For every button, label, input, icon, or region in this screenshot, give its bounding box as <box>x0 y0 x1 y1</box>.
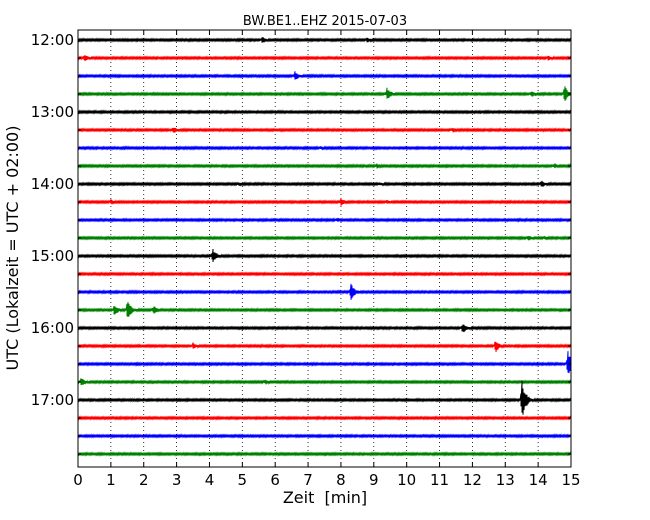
trace-1500 <box>77 249 572 263</box>
x-tick-label-9: 9 <box>369 471 379 489</box>
x-axis: 0 1 2 3 4 5 6 7 8 9 10 11 12 13 14 15 <box>73 30 581 489</box>
x-tick-label-13: 13 <box>496 471 515 489</box>
x-tick-label-0: 0 <box>73 471 83 489</box>
trace-1300 <box>77 109 572 115</box>
x-tick-label-1: 1 <box>106 471 116 489</box>
trace-1715 <box>77 415 572 421</box>
chart-title: BW.BE1..EHZ 2015-07-03 <box>243 14 407 29</box>
x-tick-label-14: 14 <box>529 471 548 489</box>
x-tick-label-7: 7 <box>303 471 313 489</box>
trace-1730 <box>77 433 572 439</box>
x-tick-label-12: 12 <box>463 471 482 489</box>
trace-1530 <box>77 283 572 300</box>
y-tick-label-0: 12:00 <box>31 31 74 49</box>
y-tick-label-4: 16:00 <box>31 319 74 337</box>
trace-1315 <box>77 127 572 133</box>
x-tick-label-3: 3 <box>172 471 182 489</box>
x-tick-label-11: 11 <box>430 471 449 489</box>
y-axis-label: UTC (Lokalzeit = UTC + 02:00) <box>3 126 22 371</box>
trace-1645 <box>77 378 572 386</box>
y-tick-label-5: 17:00 <box>31 391 74 409</box>
trace-1230 <box>77 71 572 80</box>
trace-1445 <box>77 235 572 241</box>
plot-frame <box>77 29 572 468</box>
trace-1400 <box>77 180 572 187</box>
x-tick-label-2: 2 <box>139 471 149 489</box>
trace-1545 <box>77 302 572 317</box>
x-tick-label-10: 10 <box>397 471 416 489</box>
vertical-grid <box>110 30 539 467</box>
x-axis-label: Zeit [min] <box>283 488 367 507</box>
y-tick-label-3: 15:00 <box>31 247 74 265</box>
x-tick-label-4: 4 <box>205 471 215 489</box>
y-tick-label-1: 13:00 <box>31 103 74 121</box>
trace-1515 <box>77 271 572 277</box>
trace-group <box>77 36 572 457</box>
trace-1330 <box>77 145 572 151</box>
x-tick-label-8: 8 <box>336 471 346 489</box>
trace-1200 <box>77 36 572 43</box>
x-tick-label-15: 15 <box>561 471 580 489</box>
trace-1600 <box>77 324 572 333</box>
trace-1245 <box>77 86 572 101</box>
y-axis: 12:00 13:00 14:00 15:00 16:00 17:00 <box>31 31 571 455</box>
x-tick-label-6: 6 <box>270 471 280 489</box>
trace-1345 <box>77 163 572 169</box>
y-tick-label-2: 14:00 <box>31 175 74 193</box>
trace-1700 <box>77 380 572 415</box>
trace-1415 <box>77 197 572 206</box>
x-tick-label-5: 5 <box>238 471 248 489</box>
trace-1745 <box>77 451 572 457</box>
trace-1615 <box>77 341 572 353</box>
trace-1630 <box>77 351 572 374</box>
trace-1430 <box>77 217 572 223</box>
trace-1215 <box>77 54 572 62</box>
